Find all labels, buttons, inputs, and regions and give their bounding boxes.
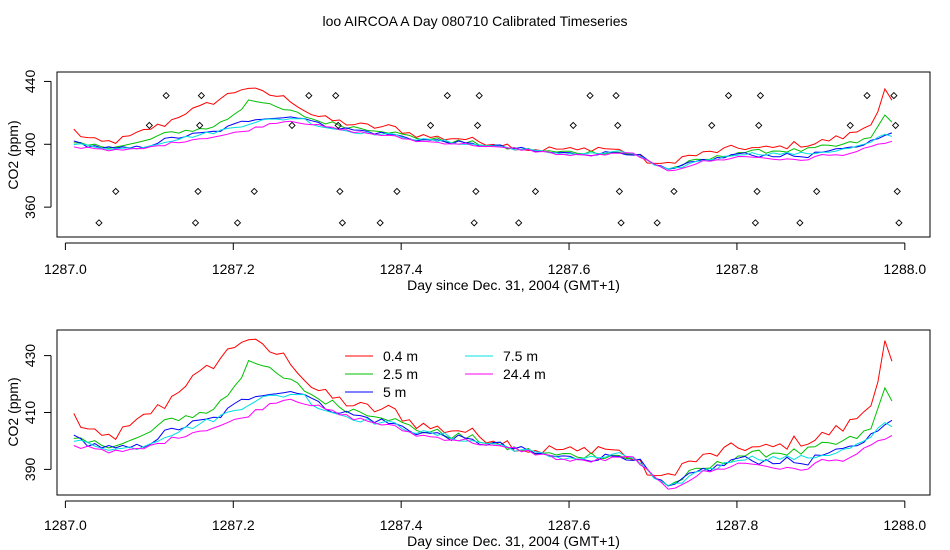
x-tick-label: 1287.6 [548,517,591,533]
calibration-point [233,219,242,227]
calibration-point [569,121,577,130]
calibration-point [755,121,763,130]
calibration-point [890,91,898,100]
y-tick-label: 400 [22,132,38,156]
x-tick-label: 1287.2 [212,517,255,533]
calibration-point [288,121,296,130]
y-tick-label: 390 [22,458,38,482]
calibration-point [443,91,451,100]
calibration-point [893,187,901,196]
calibration-point [197,91,206,100]
x-tick-label: 1287.0 [44,517,87,533]
calibration-point [470,219,478,227]
calibration-point [617,219,625,227]
series-line-0-4-m [73,338,893,477]
y-tick-label: 410 [22,401,38,425]
x-tick-label: 1287.2 [212,261,255,277]
legend-label: 5 m [383,384,406,400]
series-line-5-m [73,390,893,487]
plot-frame [56,71,931,238]
calibration-point [250,187,258,196]
series-line-7-5-m [73,393,893,487]
calibration-point [472,187,480,196]
calibration-point [112,187,120,196]
x-tick-label: 1288.0 [883,261,926,277]
x-axis-label: Day since Dec. 31, 2004 (GMT+1) [407,533,620,549]
calibration-point [145,121,153,130]
calibration-point [670,187,678,196]
calibration-point [612,91,620,100]
calibration-point [393,187,401,196]
calibration-point [191,219,200,227]
y-axis-label: CO2 (ppm) [5,377,21,446]
series-line-24-4-m [73,398,893,490]
x-tick-label: 1287.4 [380,517,423,533]
calibration-point [515,219,523,227]
legend-label: 7.5 m [503,348,538,364]
calibration-point [615,187,624,196]
y-tick-label: 360 [22,195,38,219]
calibration-point [334,121,342,130]
series-line-24-4-m [73,120,893,172]
calibration-point [426,121,435,130]
series-group [73,338,893,490]
series-line-5-m [73,116,893,170]
calibration-point [751,219,760,227]
legend-label: 0.4 m [383,348,418,364]
calibration-point [753,187,761,196]
calibration-point [473,121,482,130]
y-tick-label: 430 [22,344,38,368]
panel-top: 1287.0 1287.2 1287.4 1287.6 1287.8 1288.0 Day … [5,70,931,293]
plot-frame [56,329,931,496]
series-line-7-5-m [73,118,893,170]
series-line-0-4-m [73,87,893,164]
figure-title: loo AIRCOA A Day 080710 Calibrated Times… [322,13,627,29]
calibration-point [614,121,622,130]
x-tick-label: 1287.4 [380,261,423,277]
calibration-point [796,219,804,227]
calibration-point [194,187,202,196]
calibration-point [531,187,540,196]
calibration-point [162,91,170,100]
calibration-point [653,219,661,227]
calibration-point [724,91,733,100]
calibration-point [332,91,340,100]
x-axis-label: Day since Dec. 31, 2004 (GMT+1) [407,277,620,293]
calibration-point [338,219,347,227]
y-axis-label: CO2 (ppm) [5,120,21,189]
legend-label: 2.5 m [383,366,418,382]
calibration-point [813,187,821,196]
legend-label: 24.4 m [503,366,546,382]
x-tick-label: 1287.0 [44,261,87,277]
calibration-point [95,219,103,227]
calibration-point [708,121,716,130]
x-tick-label: 1287.6 [548,261,591,277]
calibration-point [863,91,871,100]
calibration-point [895,219,903,227]
x-tick-label: 1287.8 [716,261,759,277]
calibration-point [586,91,594,100]
calibration-point [846,121,854,130]
calibration-point [305,91,313,100]
x-tick-label: 1288.0 [883,517,926,533]
calibration-point [475,91,483,100]
y-tick-label: 440 [22,70,38,94]
calibration-point [756,91,765,100]
calibration-point [376,219,384,227]
calibration-point [196,121,204,130]
series-group [73,87,893,172]
calibration-point [336,187,344,196]
panel-bottom: 1287.0 1287.2 1287.4 1287.6 1287.8 1288.0 Day … [5,329,931,549]
calibration-point [891,121,900,130]
x-tick-label: 1287.8 [716,517,759,533]
